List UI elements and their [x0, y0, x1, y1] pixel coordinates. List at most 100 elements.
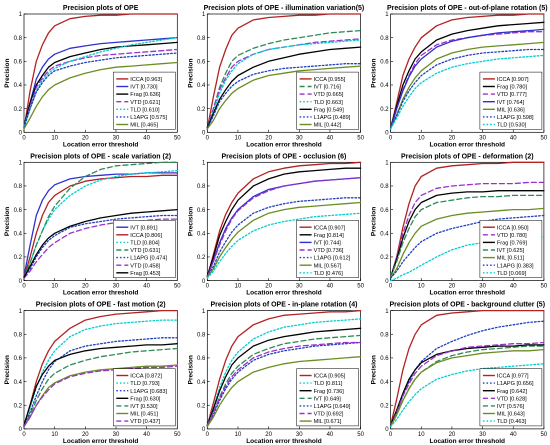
- legend-entry: L1APG [0.683]: [130, 389, 167, 395]
- chart-title: Precision plots of OPE: [63, 5, 139, 12]
- x-tick-label: 40: [510, 284, 517, 290]
- series-line: [23, 343, 178, 427]
- legend-box: [479, 220, 543, 278]
- x-tick-label: 30: [296, 135, 303, 141]
- legend-entry: L1APG [0.489]: [314, 115, 351, 121]
- chart-title: Precision plots of OPE - in-plane rotati…: [210, 302, 357, 309]
- legend-entry: L1APG [0.612]: [314, 256, 351, 262]
- legend-entry: Frag [0.549]: [314, 107, 345, 113]
- y-tick-label: 0.2: [380, 403, 389, 409]
- series-line: [389, 236, 545, 282]
- y-tick-label: 0.6: [14, 356, 23, 362]
- chart-panel: Precision plots of OPE - out-of-plane ro…: [371, 5, 548, 148]
- legend-entry: L1APG [0.656]: [497, 381, 534, 387]
- legend-entry: VTD [0.458]: [130, 263, 160, 269]
- y-axis-label: Precision: [4, 355, 11, 384]
- series-line: [206, 63, 362, 130]
- legend-entry: IVT [0.576]: [497, 404, 525, 410]
- y-tick-label: 0: [202, 131, 206, 137]
- legend-entry: Frag [0.453]: [130, 271, 161, 277]
- x-tick-label: 50: [357, 135, 364, 141]
- chart-title: Precision plots of OPE - scale variation…: [30, 153, 171, 160]
- legend-box: [296, 220, 359, 278]
- series-line: [389, 345, 545, 428]
- legend-entry: VTD [0.437]: [130, 419, 160, 425]
- legend-entry: TLD [0.530]: [497, 123, 527, 129]
- legend-entry: TLD [0.610]: [130, 107, 160, 113]
- y-tick-label: 1: [202, 309, 206, 315]
- series-line: [23, 337, 178, 428]
- legend: IVT [0.891]ICCA [0.806]TLD [0.804]VTD [0…: [113, 220, 176, 278]
- y-axis-label: Precision: [4, 58, 11, 87]
- legend-entry: ICCA [0.806]: [130, 233, 162, 239]
- y-tick-label: 0.8: [380, 184, 389, 190]
- y-tick-label: 1: [19, 161, 23, 167]
- series-line: [23, 52, 178, 129]
- legend-entry: ICCA [0.907]: [497, 77, 529, 83]
- y-tick-label: 0.8: [197, 184, 206, 190]
- x-tick-label: 10: [235, 284, 242, 290]
- legend-entry: L1APG [0.649]: [314, 404, 351, 410]
- x-tick-label: 20: [449, 432, 456, 438]
- x-tick-label: 0: [206, 135, 210, 141]
- y-tick-label: 0.4: [380, 83, 389, 89]
- y-tick-label: 0.8: [380, 332, 389, 338]
- series-line: [389, 363, 545, 428]
- x-tick-label: 30: [479, 284, 486, 290]
- series-line: [389, 28, 545, 130]
- chart-title: Precision plots of OPE - background clut…: [389, 302, 545, 309]
- y-axis-label: Precision: [187, 207, 194, 236]
- legend-entry: IVT [0.625]: [497, 248, 525, 254]
- y-tick-label: 0.2: [197, 107, 206, 113]
- legend-entry: VTD [0.692]: [314, 412, 344, 418]
- series-line: [206, 341, 362, 428]
- legend-entry: Frag [0.630]: [130, 396, 161, 402]
- y-tick-label: 0.6: [197, 208, 206, 214]
- x-tick-label: 30: [113, 135, 120, 141]
- chart-title: Precision plots of OPE - illumination va…: [204, 5, 365, 12]
- y-tick-label: 0.2: [14, 403, 23, 409]
- x-tick-label: 20: [82, 135, 89, 141]
- series-line: [389, 48, 545, 130]
- x-axis-label: Location error threshold: [63, 290, 139, 297]
- legend-box: [296, 368, 359, 427]
- legend-entry: ICCA [0.905]: [314, 374, 346, 380]
- x-tick-label: 0: [22, 432, 26, 438]
- legend: ICCA [0.963] IVT [0.730]Frag [0.636] VTD […: [113, 71, 176, 130]
- chart-panel: Precision plots of OPE - background clut…: [371, 302, 548, 445]
- series-line: [206, 39, 362, 129]
- x-tick-label: 30: [479, 432, 486, 438]
- series-line: [206, 177, 362, 278]
- chart-panel: Precision plots of OPE - in-plane rotati…: [187, 302, 364, 445]
- legend-entry: TLD [0.793]: [130, 381, 160, 387]
- legend-box: [479, 368, 543, 427]
- legend-box: [113, 220, 176, 278]
- y-tick-label: 0: [19, 131, 23, 137]
- x-tick-label: 50: [174, 135, 181, 141]
- series-line: [389, 161, 545, 279]
- x-tick-label: 10: [235, 432, 242, 438]
- legend-entry: IVT [0.891]: [130, 225, 158, 231]
- legend-entry: MIL [0.567]: [314, 263, 342, 269]
- x-tick-label: 30: [296, 432, 303, 438]
- series-line: [389, 207, 545, 279]
- legend-entry: IVT [0.764]: [497, 100, 525, 106]
- x-tick-label: 10: [235, 135, 242, 141]
- series-line: [389, 41, 545, 130]
- series-line: [206, 318, 362, 427]
- legend-entry: ICCA [0.907]: [314, 225, 346, 231]
- legend-box: [296, 71, 359, 130]
- chart-panel: Precision plots of OPE - illumination va…: [187, 5, 364, 148]
- y-tick-label: 0.6: [14, 208, 23, 214]
- legend-entry: Frag [0.642]: [497, 389, 528, 395]
- legend-entry: VTD [0.631]: [130, 248, 160, 254]
- series-line: [389, 181, 545, 278]
- x-tick-label: 0: [389, 284, 393, 290]
- y-tick-label: 0.4: [14, 231, 23, 237]
- x-axis-label: Location error threshold: [63, 438, 139, 445]
- series-line: [23, 309, 178, 427]
- chart-title: Precision plots of OPE - occlusion (6): [222, 153, 347, 160]
- series-line: [206, 201, 362, 278]
- x-tick-label: 50: [541, 432, 548, 438]
